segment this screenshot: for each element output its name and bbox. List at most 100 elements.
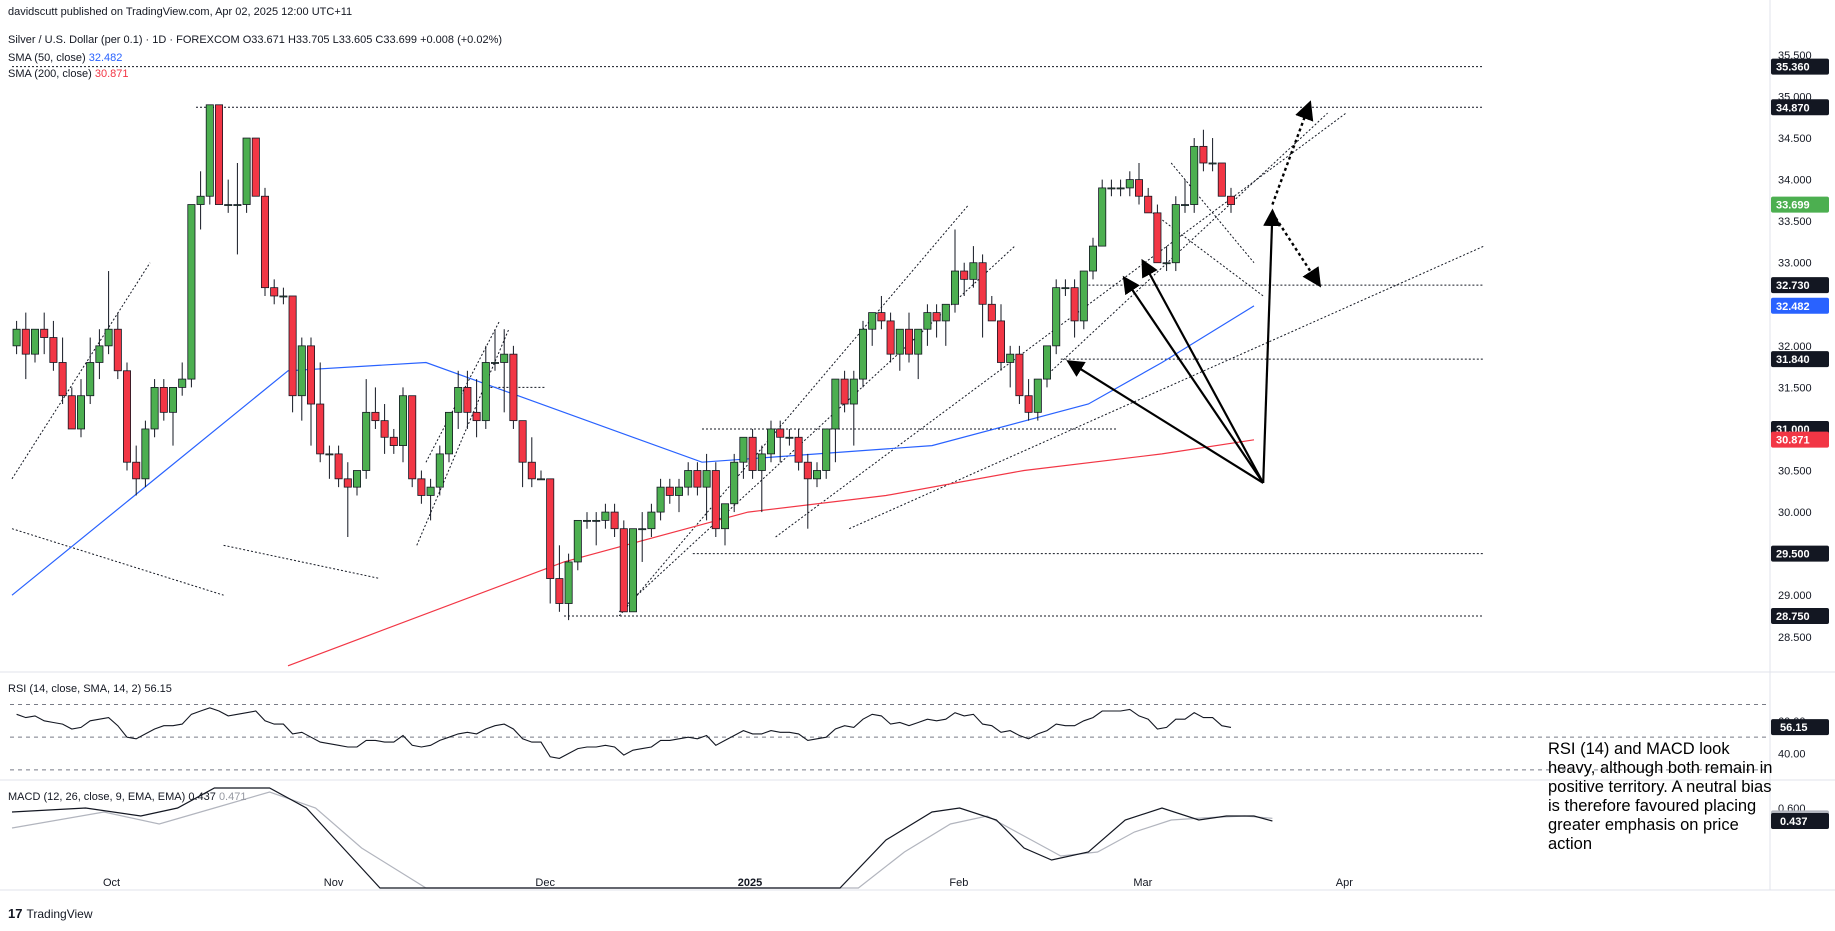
candle-body (86, 362, 95, 397)
candle-body (730, 461, 739, 505)
candle-body (1135, 179, 1144, 197)
candle-body (638, 528, 647, 531)
candle-body (178, 378, 187, 388)
candle-body (1227, 195, 1236, 205)
candle-body (1199, 145, 1208, 164)
candle-body (1089, 245, 1098, 272)
candle-body (389, 436, 398, 446)
trendline (11, 528, 224, 596)
candle-body (435, 453, 444, 488)
macd-legend: MACD (12, 26, close, 9, EMA, EMA) 0.437 … (8, 791, 246, 803)
candle-body (1125, 179, 1134, 189)
candle-body (748, 436, 757, 471)
y-tick-label: 33.500 (1778, 216, 1812, 228)
y-tick-label: 34.500 (1778, 133, 1812, 145)
candle-body (1208, 162, 1217, 165)
candle-body (849, 378, 858, 405)
x-tick-label: Oct (103, 877, 120, 889)
tradingview-logo[interactable]: 17 TradingView (8, 906, 93, 921)
candle-body (656, 486, 665, 513)
candle-body (1079, 270, 1088, 322)
support-arrow (1141, 258, 1265, 484)
price-tag (1771, 607, 1829, 624)
sma200-value: 30.871 (94, 68, 129, 80)
sma50-legend: SMA (50, close) 32.482 (8, 52, 122, 64)
candle-body (583, 519, 592, 522)
candle-body (30, 328, 39, 355)
rsi-value: 56.15 (144, 683, 172, 695)
candle-body (509, 353, 518, 422)
candle-body (168, 387, 177, 413)
x-tick-label: Feb (949, 877, 968, 889)
rsi-legend: RSI (14, close, SMA, 14, 2) 56.15 (8, 683, 172, 695)
support-arrow (1122, 275, 1265, 484)
candle-body (159, 387, 168, 413)
y-tick-label: 31.500 (1778, 382, 1812, 394)
candle-body (58, 362, 67, 397)
price-tag (1771, 545, 1829, 562)
candle-body (334, 453, 343, 480)
candle-body (1181, 204, 1190, 206)
candle-body (1061, 287, 1070, 290)
published-line: davidscutt published on TradingView.com,… (8, 6, 353, 18)
candle-body (352, 470, 361, 488)
candle-body (822, 428, 831, 471)
candle-body (610, 511, 619, 530)
candle-body (196, 195, 205, 205)
candle-body (343, 478, 352, 488)
candle-body (306, 345, 315, 405)
candle-body (1006, 353, 1015, 363)
x-tick-label: 2025 (738, 877, 762, 889)
rsi-tick-label: 40.00 (1778, 749, 1806, 761)
candle-body (941, 303, 950, 322)
candle-body (150, 387, 159, 430)
candle-body (270, 287, 279, 297)
candle-body (776, 428, 785, 438)
candle-body (518, 420, 527, 463)
candle-body (288, 295, 297, 397)
price-tag-label: 31.840 (1776, 354, 1810, 366)
candle-body (1043, 345, 1052, 380)
macd-value-tag-label: 0.437 (1780, 816, 1808, 828)
price-tag-label: 28.750 (1776, 611, 1810, 623)
candle-body (546, 478, 555, 579)
candle-body (1116, 187, 1125, 190)
trendline (223, 544, 381, 580)
candle-body (481, 362, 490, 422)
sma200-line (287, 439, 1255, 667)
candle-body (371, 411, 380, 422)
price-tag-label: 32.482 (1776, 301, 1810, 313)
candle-body (803, 461, 812, 480)
macd-signal-value: 0.471 (218, 791, 247, 803)
candle-body (840, 378, 849, 405)
price-tag (1771, 277, 1829, 294)
candle-body (444, 411, 453, 455)
y-tick-label: 29.000 (1778, 590, 1812, 602)
candle-body (113, 328, 122, 372)
candle-body (500, 353, 509, 363)
candle-body (537, 478, 546, 481)
y-tick-label: 30.500 (1778, 466, 1812, 478)
candle-body (978, 262, 987, 305)
candle-body (951, 270, 960, 305)
candle-body (895, 328, 904, 355)
candle-body (398, 395, 407, 446)
candle-body (859, 328, 868, 380)
trendline (11, 262, 151, 480)
candle-body (1217, 162, 1226, 197)
candle-body (224, 204, 233, 206)
candle-body (813, 470, 822, 480)
candle-body (1015, 353, 1024, 397)
candle-body (233, 204, 242, 206)
candle-body (794, 436, 803, 463)
candle-body (380, 420, 389, 438)
x-tick-label: Nov (324, 877, 344, 889)
y-tick-label: 34.000 (1778, 175, 1812, 187)
candle-body (408, 395, 417, 480)
candle-body (95, 345, 104, 363)
candle-body (251, 137, 260, 197)
y-tick-label: 28.500 (1778, 632, 1812, 644)
candle-body (601, 511, 610, 521)
candle-body (629, 528, 638, 613)
